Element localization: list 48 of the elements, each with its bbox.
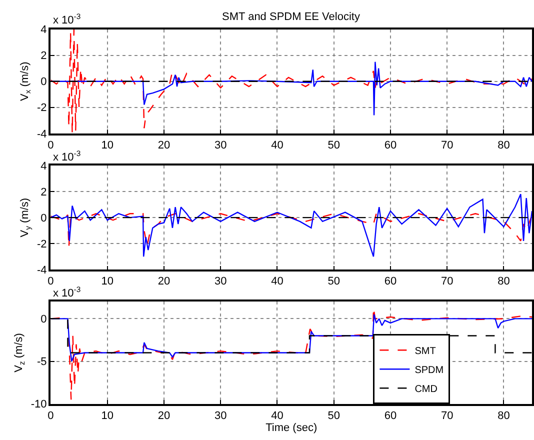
text: x 10$^{-3}$ [53,285,81,300]
y-tick-label: -4 [37,128,47,140]
x-axis-title: Time (sec) [266,422,318,434]
x-tick-label: 10 [101,276,114,288]
legend-label: CMD [414,384,438,395]
y-tick-label: 2 [40,186,47,198]
x-tick-label: 20 [158,410,170,422]
x-tick-label: 30 [214,139,227,152]
y-tick-label: 0 [40,212,47,224]
line-series [50,213,532,248]
y-tick-label: 2 [40,50,47,62]
y-tick-label: -2 [37,238,47,250]
x-tick-label: 80 [498,410,510,422]
x-tick-label: 60 [384,276,397,288]
x-tick-label: 10 [101,410,114,422]
y-tick-label: 4 [40,24,47,36]
legend-label: SPDM [414,364,444,376]
x-tick-label: 60 [384,410,397,422]
x-tick-label: 40 [271,276,284,288]
x-tick-label: 30 [214,410,227,422]
x-tick-label: 50 [328,139,340,152]
x-tick-label: 20 [158,139,170,152]
y-tick-label: -2 [37,102,47,114]
x-tick-label: 40 [271,139,284,152]
text: x 10$^{-3}$ [53,149,81,164]
x-tick-label: 80 [498,276,510,288]
y-tick-label: -4 [37,264,47,276]
y-tick-label: -10 [30,398,47,411]
text: x 10$^{-3}$ [53,12,81,27]
legend-label: SMT [414,346,436,357]
y-tick-label: 0 [40,314,47,326]
chart-title: SMT and SPDM EE Velocity [222,11,360,23]
line-series [50,194,532,258]
y-tick-label: 0 [40,76,47,88]
x-tick-label: 70 [440,410,454,422]
y-tick-label: -5 [37,356,47,368]
line-series [50,29,532,134]
x-tick-label: 60 [384,139,397,152]
x-tick-label: 50 [328,410,340,422]
x-tick-label: 70 [440,139,454,152]
x-tick-label: 20 [158,276,170,288]
x-tick-label: 70 [440,276,454,288]
x-tick-label: 10 [101,139,114,152]
y-tick-label: 4 [40,160,47,172]
x-tick-label: 80 [498,139,510,152]
x-tick-label: 40 [271,410,284,422]
x-tick-label: 30 [214,276,227,288]
x-tick-label: 50 [328,276,340,288]
